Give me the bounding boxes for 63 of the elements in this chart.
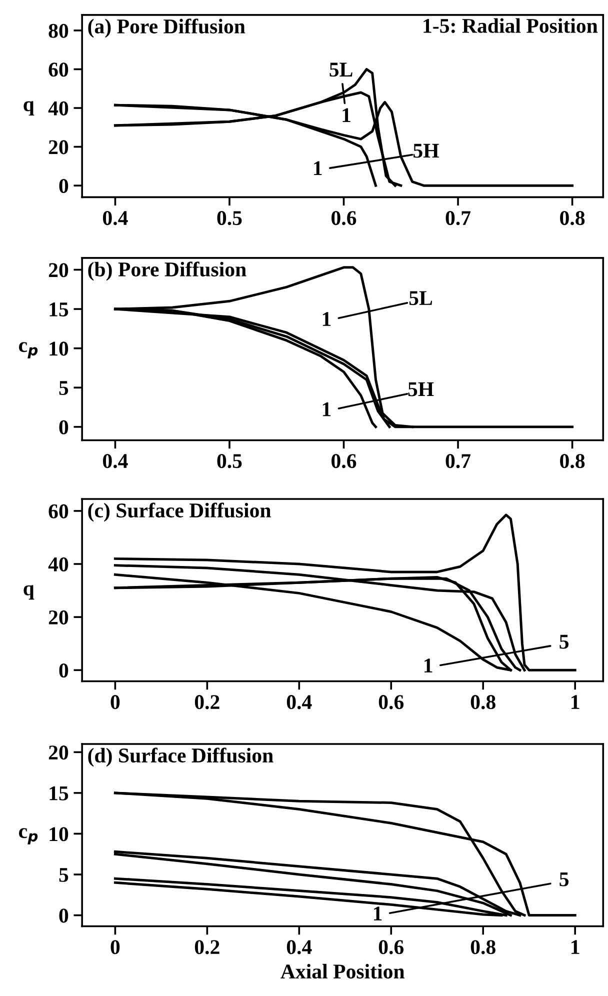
y-axis-title: q <box>24 101 34 116</box>
x-tick-label: 0.4 <box>286 695 312 710</box>
annotation: 1 <box>314 161 322 176</box>
annotation: 5H <box>408 382 434 396</box>
x-tick-label: 0.8 <box>560 211 585 226</box>
y-tick-label: 20 <box>48 610 68 624</box>
x-tick-label: 0.4 <box>102 211 128 226</box>
y-tick-label: 15 <box>50 302 68 316</box>
x-tick-label: 0.4 <box>286 940 312 954</box>
x-tick-label: 1 <box>572 940 580 954</box>
x-tick-label: 0.5 <box>217 454 242 468</box>
x-tick-label: 0.7 <box>446 454 471 468</box>
annotation: 1 <box>322 312 331 326</box>
x-tick-label: 0.6 <box>332 211 356 226</box>
chart-title: (b) Pore Diffusion <box>88 262 246 281</box>
x-tick-label: 0.6 <box>378 695 404 710</box>
x-axis-title: Axial Position <box>280 964 405 979</box>
x-tick-label: 0.8 <box>470 940 496 954</box>
annotation: 5 <box>560 872 569 886</box>
y-tick-label: 40 <box>48 101 68 116</box>
y-tick-label: 20 <box>48 140 68 154</box>
annotation: 5H <box>414 144 439 158</box>
y-axis-title: c$_{p}$ <box>19 342 38 358</box>
y-tick-label: 5 <box>59 868 68 882</box>
chart-title: (d) Surface Diffusion <box>88 748 274 767</box>
x-tick-label: 0.5 <box>217 211 242 226</box>
y-tick-label: 20 <box>48 746 68 760</box>
chart-title: (c) Surface Diffusion <box>88 502 271 522</box>
y-tick-label: 60 <box>48 504 68 518</box>
annotation: 5 <box>560 634 569 649</box>
x-tick-label: 0 <box>110 695 120 710</box>
chart-title: (a) Pore Diffusion <box>88 18 246 38</box>
x-tick-label: 0.6 <box>332 454 356 468</box>
annotation: 5L <box>330 62 352 77</box>
annotation: 1-5: Radial Position <box>424 18 598 34</box>
annotation: 1 <box>322 402 331 416</box>
y-tick-label: 20 <box>48 263 68 278</box>
y-tick-label: 15 <box>50 786 68 800</box>
annotation: 1 <box>342 108 350 122</box>
x-tick-label: 0.8 <box>470 695 496 710</box>
y-tick-label: 0 <box>59 908 68 923</box>
x-tick-label: 0.2 <box>194 940 220 954</box>
x-tick-label: 0.7 <box>446 211 471 226</box>
y-axis-title: c$_{p}$ <box>19 828 38 844</box>
annotation: 1 <box>374 906 382 920</box>
annotation: 5L <box>409 291 432 306</box>
annotation: 1 <box>424 658 432 672</box>
x-tick-label: 1 <box>572 695 580 709</box>
y-axis-title: q <box>24 585 34 600</box>
y-tick-label: 0 <box>59 178 68 194</box>
x-tick-label: 0.6 <box>378 940 404 954</box>
y-tick-label: 60 <box>48 62 68 77</box>
y-tick-label: 5 <box>59 381 68 396</box>
y-tick-label: 10 <box>50 342 68 356</box>
x-tick-label: 0.2 <box>194 695 220 710</box>
y-tick-label: 40 <box>48 557 68 572</box>
y-tick-label: 80 <box>48 24 68 38</box>
x-tick-label: 0.8 <box>560 454 585 468</box>
x-tick-label: 0.4 <box>102 454 128 468</box>
y-tick-label: 10 <box>50 827 68 842</box>
y-tick-label: 0 <box>59 420 68 434</box>
y-tick-label: 0 <box>59 663 68 678</box>
x-tick-label: 0 <box>110 940 120 954</box>
